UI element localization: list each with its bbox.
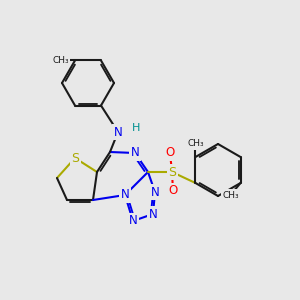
Text: S: S (168, 166, 176, 178)
Text: S: S (71, 152, 79, 164)
Text: N: N (121, 188, 129, 202)
Text: CH₃: CH₃ (222, 190, 239, 200)
Text: O: O (168, 184, 178, 197)
Text: N: N (130, 146, 140, 160)
Text: O: O (165, 146, 175, 160)
Text: CH₃: CH₃ (187, 140, 204, 148)
Text: H: H (132, 123, 140, 133)
Text: N: N (151, 185, 159, 199)
Text: CH₃: CH₃ (53, 56, 69, 65)
Text: N: N (114, 125, 122, 139)
Text: N: N (129, 214, 137, 227)
Text: N: N (148, 208, 158, 220)
